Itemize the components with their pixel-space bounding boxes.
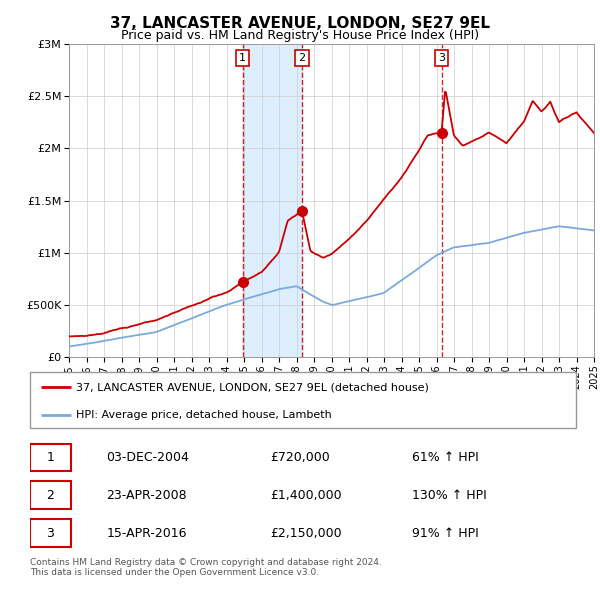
Text: 37, LANCASTER AVENUE, LONDON, SE27 9EL: 37, LANCASTER AVENUE, LONDON, SE27 9EL — [110, 16, 490, 31]
Text: 3: 3 — [46, 527, 54, 540]
FancyBboxPatch shape — [30, 519, 71, 547]
Text: 1: 1 — [46, 451, 54, 464]
Text: HPI: Average price, detached house, Lambeth: HPI: Average price, detached house, Lamb… — [76, 411, 332, 421]
Text: 61% ↑ HPI: 61% ↑ HPI — [412, 451, 479, 464]
Text: 2: 2 — [298, 53, 305, 63]
Text: £720,000: £720,000 — [270, 451, 330, 464]
Text: 91% ↑ HPI: 91% ↑ HPI — [412, 527, 479, 540]
Text: 15-APR-2016: 15-APR-2016 — [106, 527, 187, 540]
FancyBboxPatch shape — [30, 481, 71, 509]
FancyBboxPatch shape — [30, 372, 576, 428]
Text: 3: 3 — [438, 53, 445, 63]
Bar — [242, 44, 302, 357]
Text: 130% ↑ HPI: 130% ↑ HPI — [412, 489, 487, 502]
Text: Price paid vs. HM Land Registry's House Price Index (HPI): Price paid vs. HM Land Registry's House … — [121, 29, 479, 42]
Text: £1,400,000: £1,400,000 — [270, 489, 342, 502]
Text: £2,150,000: £2,150,000 — [270, 527, 342, 540]
Text: Contains HM Land Registry data © Crown copyright and database right 2024.
This d: Contains HM Land Registry data © Crown c… — [30, 558, 382, 577]
Text: 03-DEC-2004: 03-DEC-2004 — [106, 451, 190, 464]
Text: 23-APR-2008: 23-APR-2008 — [106, 489, 187, 502]
Text: 1: 1 — [239, 53, 246, 63]
FancyBboxPatch shape — [30, 444, 71, 471]
Text: 37, LANCASTER AVENUE, LONDON, SE27 9EL (detached house): 37, LANCASTER AVENUE, LONDON, SE27 9EL (… — [76, 382, 429, 392]
Text: 2: 2 — [46, 489, 54, 502]
